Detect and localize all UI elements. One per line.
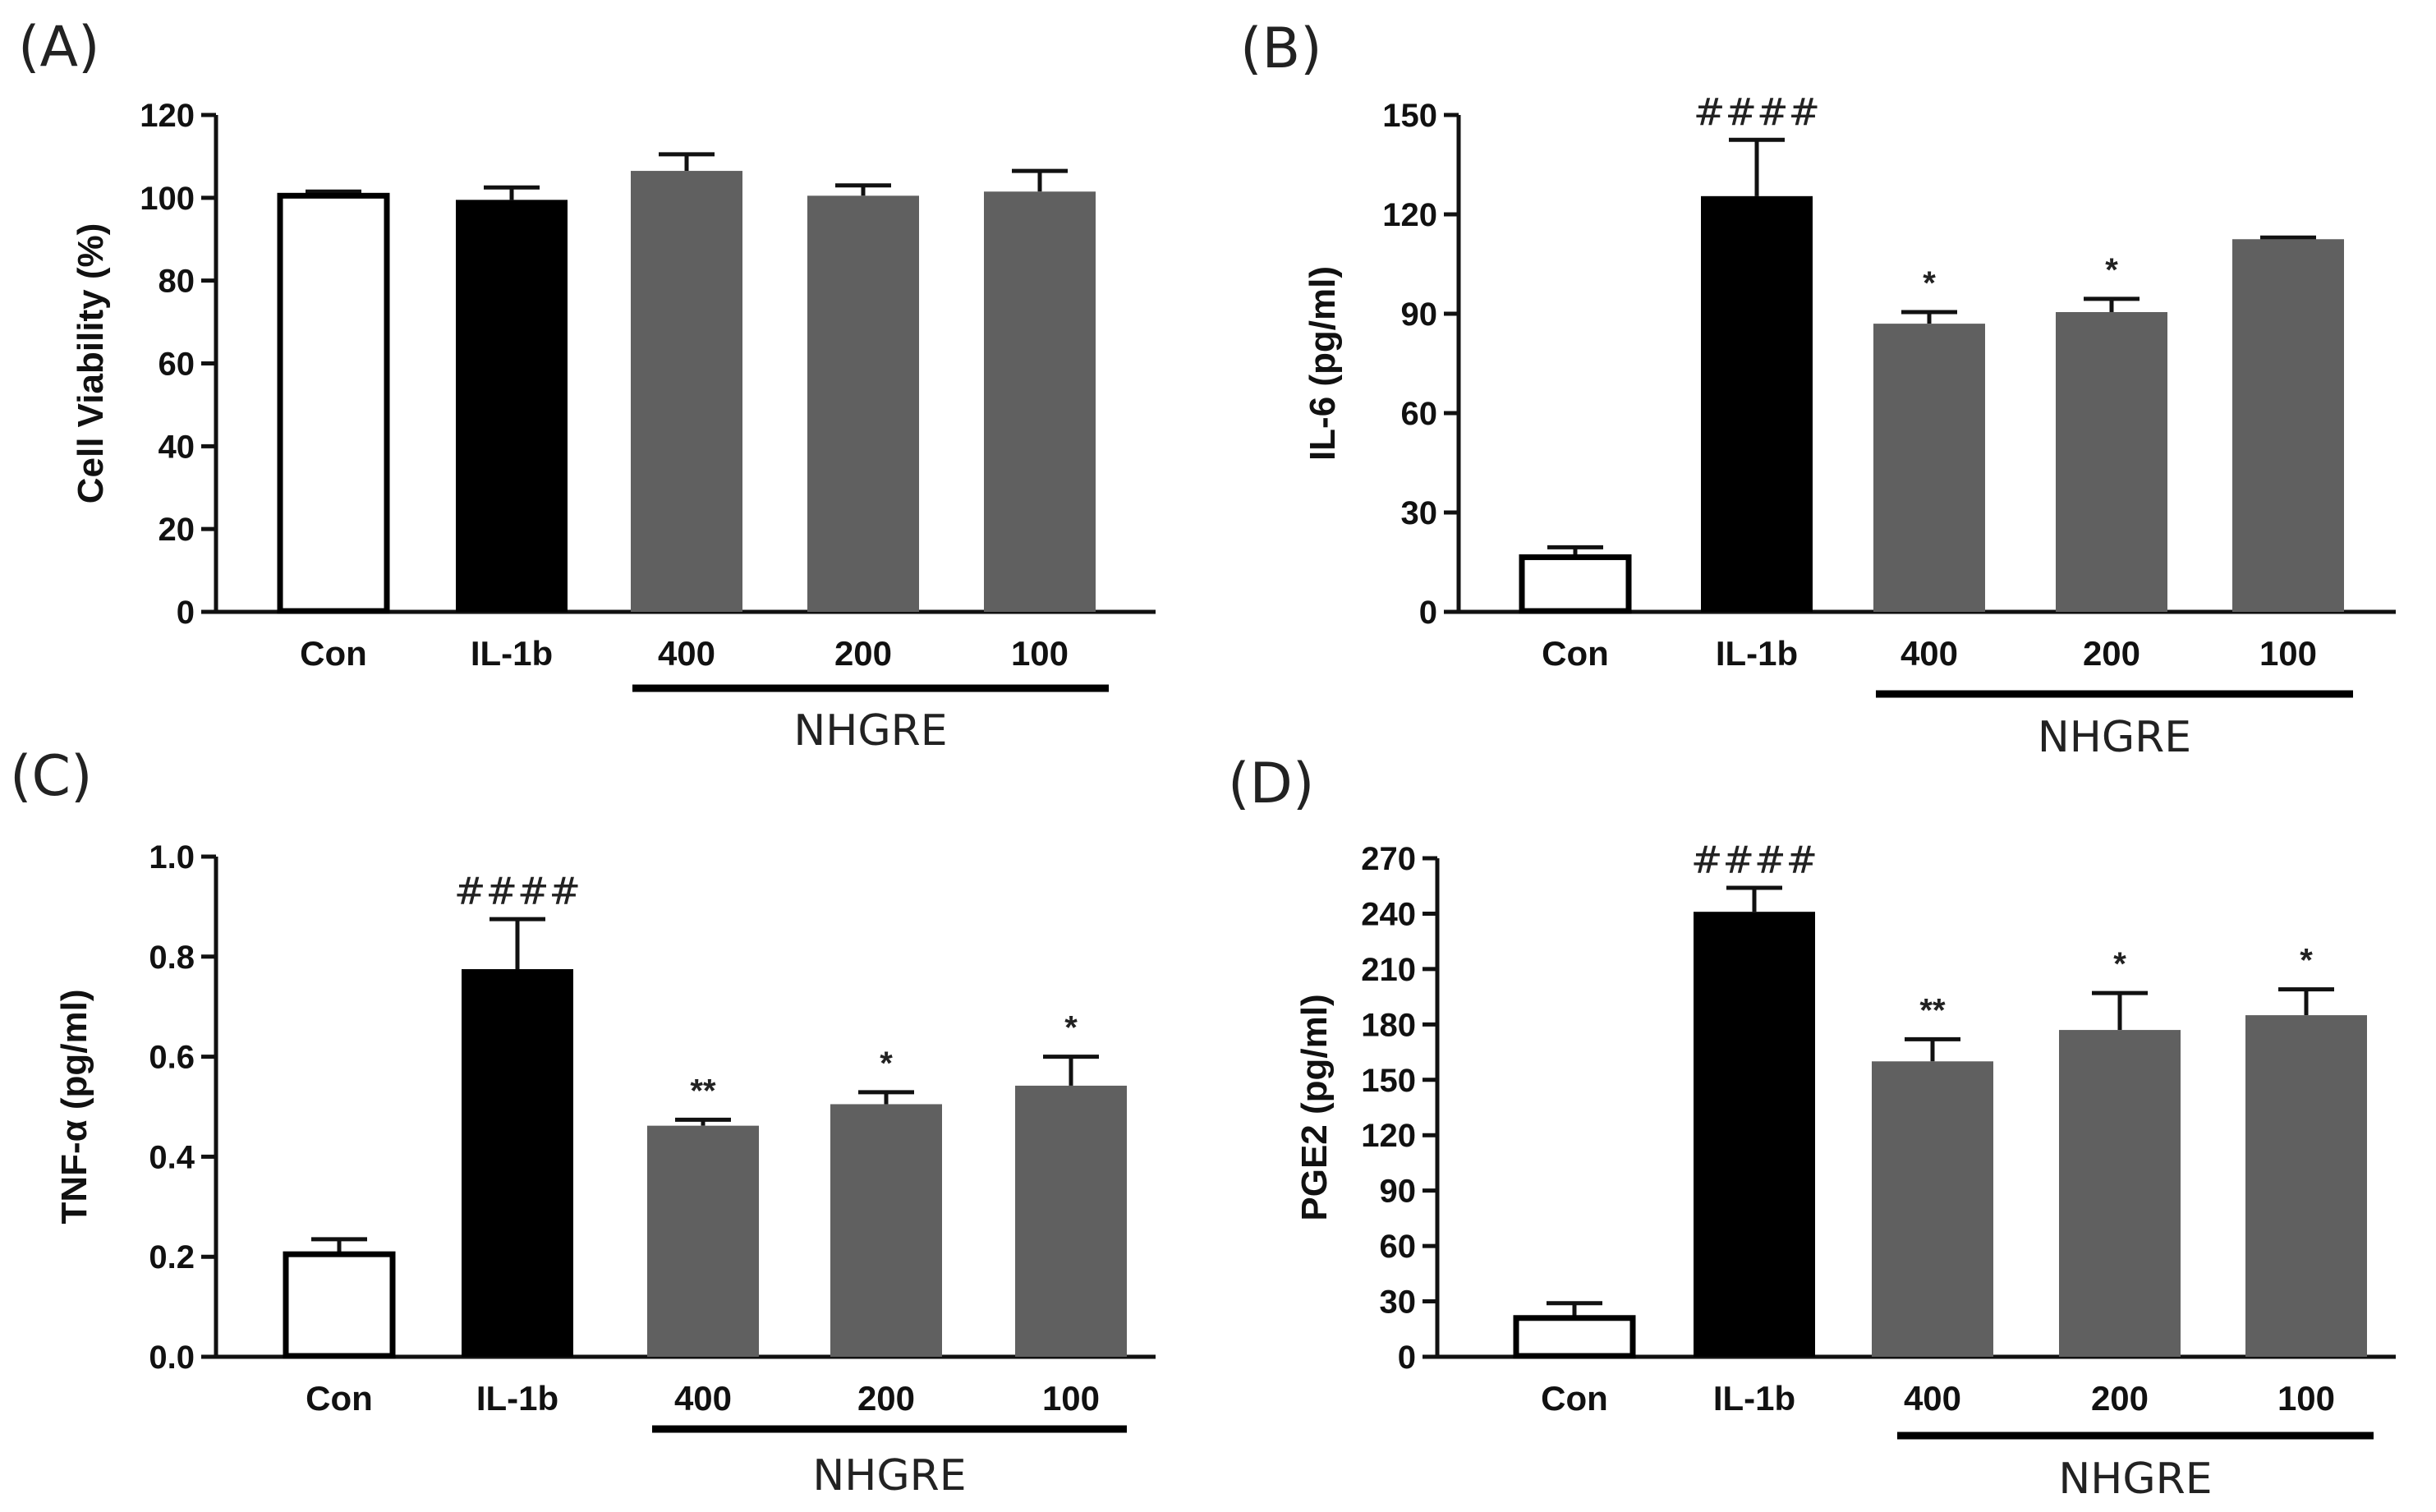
y-tick-label: 0 <box>177 595 195 631</box>
bar-IL-1b <box>456 200 568 612</box>
panel-letter: (A) <box>18 15 100 80</box>
x-tick-label: 200 <box>834 634 892 673</box>
y-tick-label: 150 <box>1361 1063 1416 1099</box>
bar-Con <box>283 1251 396 1359</box>
significance-label: * <box>1923 265 1936 301</box>
bar-100 <box>2232 239 2344 612</box>
y-tick-label: 80 <box>159 264 195 300</box>
y-tick-label: 0 <box>1419 595 1437 631</box>
y-axis-title: Cell Viability (%) <box>71 223 111 504</box>
y-axis-title: IL-6 (pg/ml) <box>1303 266 1343 461</box>
bar-IL-1b <box>1694 912 1815 1357</box>
y-tick-label: 100 <box>140 181 195 217</box>
x-tick-label: 400 <box>674 1379 732 1418</box>
x-tick-label: 100 <box>2259 634 2317 673</box>
chart-panel-a: (A) 0 20 40 60 80 100 120 Cell Viability (%) Con I… <box>18 15 1156 756</box>
group-label: NHGRE <box>793 706 947 756</box>
significance-label: * <box>2105 252 2118 288</box>
y-tick-label: 0.2 <box>149 1239 195 1275</box>
x-tick-label: Con <box>300 634 367 673</box>
bar-100 <box>984 191 1096 613</box>
significance-label: ** <box>690 1073 716 1109</box>
x-tick-label: 200 <box>857 1379 915 1418</box>
y-tick-label: 0.4 <box>149 1139 195 1175</box>
bar-Con <box>277 192 390 614</box>
x-tick-label: 100 <box>2277 1379 2335 1418</box>
y-tick-label: 40 <box>159 429 195 465</box>
bar-400 <box>1873 324 1985 612</box>
group-label: NHGRE <box>2038 713 2191 762</box>
y-tick-label: 150 <box>1382 98 1437 134</box>
group-label: NHGRE <box>812 1451 966 1501</box>
y-tick-label: 30 <box>1401 495 1438 531</box>
significance-label: #### <box>1691 838 1818 882</box>
y-tick-label: 90 <box>1380 1174 1417 1210</box>
bar-100 <box>2245 1015 2367 1357</box>
panel-letter: (B) <box>1240 16 1322 81</box>
x-tick-label: Con <box>306 1379 373 1418</box>
x-tick-label: IL-1b <box>476 1379 558 1418</box>
y-tick-label: 60 <box>159 347 195 383</box>
y-tick-label: 0.6 <box>149 1040 195 1076</box>
y-tick-label: 120 <box>140 98 195 134</box>
y-tick-label: 30 <box>1380 1285 1417 1321</box>
x-tick-label: IL-1b <box>471 634 553 673</box>
bar-200 <box>2056 311 2167 612</box>
y-tick-label: 120 <box>1361 1118 1416 1154</box>
bar-Con <box>1519 554 1632 614</box>
bar-400 <box>647 1125 759 1357</box>
x-tick-label: Con <box>1541 1379 1608 1418</box>
x-tick-label: 400 <box>1904 1379 1961 1418</box>
significance-label: * <box>1064 1010 1078 1046</box>
significance-label: ** <box>1919 992 1946 1028</box>
significance-label: * <box>880 1046 893 1082</box>
bar-IL-1b <box>462 969 573 1357</box>
panel-letter: (D) <box>1228 751 1314 816</box>
significance-label: * <box>2113 946 2126 982</box>
x-tick-label: 100 <box>1011 634 1069 673</box>
panel-letter: (C) <box>10 744 93 809</box>
y-tick-label: 0.8 <box>149 940 195 976</box>
chart-panel-b: (B) 0 30 60 90 120 150 IL-6 (pg/ml) Con IL-1b ####… <box>1240 16 2396 762</box>
bar-400 <box>631 171 742 612</box>
y-tick-label: 180 <box>1361 1007 1416 1043</box>
group-label: NHGRE <box>2058 1455 2212 1504</box>
x-tick-label: 400 <box>658 634 715 673</box>
bar-100 <box>1015 1085 1127 1357</box>
bar-200 <box>807 195 919 612</box>
y-tick-label: 1.0 <box>149 839 195 875</box>
chart-panel-c: (C) 0.0 0.2 0.4 0.6 0.8 1.0 TNF-α (pg/ml) Con IL-… <box>10 744 1156 1501</box>
y-tick-label: 240 <box>1361 896 1416 932</box>
chart-panel-d: (D) 0 30 60 90 120 150 180 210 240 270 PGE2 (pg/ml)… <box>1228 751 2396 1504</box>
y-tick-label: 60 <box>1401 396 1438 432</box>
y-tick-label: 0 <box>1398 1340 1416 1376</box>
significance-label: #### <box>1694 90 1820 134</box>
significance-label: * <box>2300 943 2313 979</box>
y-tick-label: 20 <box>159 512 195 548</box>
bar-200 <box>830 1104 942 1357</box>
x-tick-label: 100 <box>1042 1379 1100 1418</box>
x-tick-label: Con <box>1542 634 1609 673</box>
y-tick-label: 60 <box>1380 1229 1417 1265</box>
y-tick-label: 210 <box>1361 952 1416 988</box>
bar-Con <box>1513 1315 1636 1359</box>
y-axis-title: PGE2 (pg/ml) <box>1294 994 1335 1220</box>
x-tick-label: IL-1b <box>1716 634 1798 673</box>
y-tick-label: 90 <box>1401 296 1438 333</box>
y-tick-label: 270 <box>1361 841 1416 877</box>
significance-label: #### <box>454 869 581 913</box>
bar-200 <box>2059 1030 2181 1357</box>
y-axis-title: TNF-α (pg/ml) <box>54 989 94 1224</box>
bar-IL-1b <box>1701 195 1813 613</box>
x-tick-label: IL-1b <box>1713 1379 1795 1418</box>
x-tick-label: 200 <box>2091 1379 2149 1418</box>
x-tick-label: 400 <box>1901 634 1958 673</box>
bar-400 <box>1872 1061 1993 1357</box>
y-tick-label: 0.0 <box>149 1340 195 1376</box>
x-tick-label: 200 <box>2083 634 2140 673</box>
y-tick-label: 120 <box>1382 197 1437 233</box>
